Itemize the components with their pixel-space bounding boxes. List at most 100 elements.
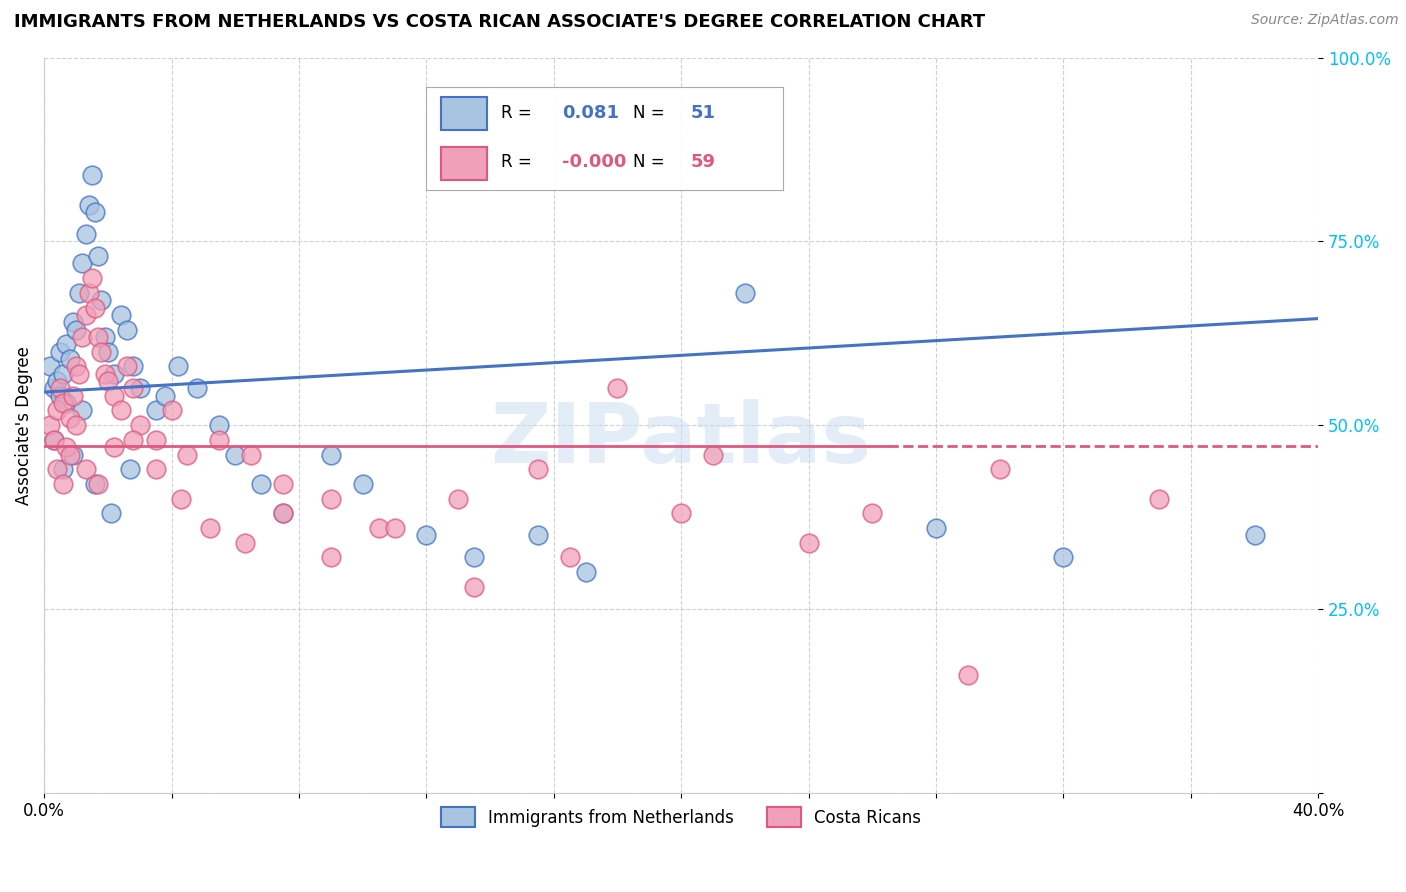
Text: ZIPatlas: ZIPatlas: [491, 400, 872, 481]
Point: [319, 491, 342, 506]
Point: [115, 323, 138, 337]
Point: [527, 528, 550, 542]
Point: [734, 285, 756, 300]
Point: [65, 418, 87, 433]
FancyBboxPatch shape: [440, 147, 486, 179]
Point: [39, 418, 62, 433]
Point: [62, 389, 84, 403]
Point: [87, 477, 110, 491]
Point: [62, 315, 84, 329]
Point: [558, 550, 581, 565]
Point: [103, 389, 125, 403]
Point: [84, 205, 107, 219]
Point: [52, 462, 75, 476]
Point: [72, 403, 94, 417]
Point: [103, 440, 125, 454]
Point: [271, 507, 294, 521]
Text: R =: R =: [502, 153, 531, 171]
Text: N =: N =: [633, 103, 665, 122]
Point: [145, 433, 167, 447]
Text: 59: 59: [690, 153, 716, 171]
Point: [55, 440, 77, 454]
Point: [271, 477, 294, 491]
Point: [72, 256, 94, 270]
Point: [42, 381, 65, 395]
Point: [65, 323, 87, 337]
Point: [120, 462, 142, 476]
Point: [797, 535, 820, 549]
Text: N =: N =: [633, 153, 665, 171]
Point: [84, 301, 107, 315]
Point: [160, 403, 183, 417]
Point: [93, 367, 115, 381]
Point: [55, 396, 77, 410]
Point: [145, 462, 167, 476]
Point: [128, 381, 150, 395]
Point: [75, 462, 97, 476]
Y-axis label: Associate's Degree: Associate's Degree: [15, 346, 32, 505]
Point: [128, 418, 150, 433]
Point: [702, 448, 724, 462]
Point: [45, 462, 67, 476]
Point: [90, 344, 112, 359]
FancyBboxPatch shape: [440, 97, 486, 130]
Point: [72, 330, 94, 344]
Point: [52, 477, 75, 491]
Point: [39, 359, 62, 374]
Point: [103, 367, 125, 381]
Point: [167, 359, 190, 374]
Point: [153, 389, 176, 403]
Text: 51: 51: [690, 103, 716, 122]
Point: [97, 374, 120, 388]
Point: [1147, 491, 1170, 506]
Legend: Immigrants from Netherlands, Costa Ricans: Immigrants from Netherlands, Costa Rican…: [433, 798, 929, 836]
Point: [319, 550, 342, 565]
Point: [1243, 528, 1265, 542]
Point: [75, 308, 97, 322]
Point: [240, 448, 263, 462]
Point: [58, 410, 80, 425]
Point: [42, 433, 65, 447]
Point: [65, 359, 87, 374]
Point: [80, 168, 103, 182]
Point: [49, 389, 72, 403]
Point: [186, 381, 208, 395]
Text: -0.000: -0.000: [562, 153, 626, 171]
Point: [122, 381, 145, 395]
Point: [527, 462, 550, 476]
Point: [45, 374, 67, 388]
Point: [49, 344, 72, 359]
Point: [67, 367, 90, 381]
Point: [198, 521, 221, 535]
Point: [84, 477, 107, 491]
Point: [860, 507, 883, 521]
Point: [575, 565, 598, 579]
Text: 0.081: 0.081: [562, 103, 619, 122]
Point: [384, 521, 406, 535]
Point: [925, 521, 948, 535]
Point: [956, 668, 979, 682]
Point: [224, 448, 246, 462]
Point: [80, 271, 103, 285]
Point: [97, 344, 120, 359]
Point: [52, 367, 75, 381]
Point: [42, 433, 65, 447]
Point: [122, 433, 145, 447]
Point: [75, 227, 97, 241]
Text: R =: R =: [502, 103, 531, 122]
Point: [100, 507, 122, 521]
Point: [93, 330, 115, 344]
Point: [110, 308, 132, 322]
Point: [55, 337, 77, 351]
Text: Source: ZipAtlas.com: Source: ZipAtlas.com: [1251, 13, 1399, 28]
Point: [77, 285, 100, 300]
Point: [58, 448, 80, 462]
Point: [176, 448, 198, 462]
Point: [249, 477, 271, 491]
Point: [606, 381, 628, 395]
Point: [87, 330, 110, 344]
Point: [415, 528, 437, 542]
Point: [352, 477, 374, 491]
Point: [77, 197, 100, 211]
Point: [122, 359, 145, 374]
